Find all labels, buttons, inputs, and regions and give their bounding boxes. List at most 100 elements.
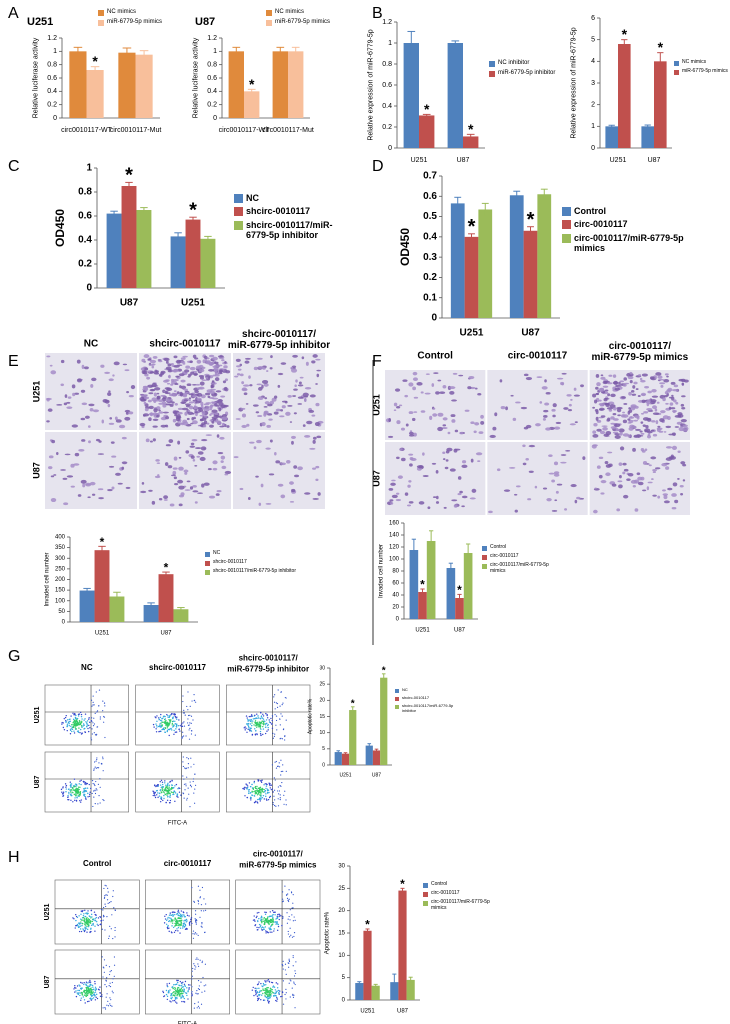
event bbox=[268, 1002, 270, 1004]
event bbox=[245, 715, 248, 717]
flow-plot bbox=[145, 879, 230, 945]
event bbox=[246, 786, 249, 789]
event bbox=[84, 797, 87, 799]
event bbox=[197, 1001, 199, 1003]
event bbox=[163, 922, 166, 924]
event bbox=[277, 913, 279, 916]
cell bbox=[607, 451, 613, 454]
cell bbox=[211, 397, 219, 400]
legend-label: NC mimics bbox=[682, 59, 707, 65]
cell bbox=[651, 389, 657, 393]
event bbox=[88, 915, 90, 917]
cell bbox=[315, 358, 321, 361]
event bbox=[271, 719, 273, 722]
event bbox=[174, 720, 176, 722]
event bbox=[76, 992, 78, 994]
event bbox=[109, 925, 111, 927]
cell bbox=[280, 462, 286, 466]
event bbox=[246, 796, 249, 799]
event bbox=[256, 794, 259, 796]
cell bbox=[632, 447, 636, 452]
cell bbox=[510, 394, 514, 397]
cell bbox=[671, 445, 678, 450]
event bbox=[89, 931, 91, 933]
cell bbox=[451, 399, 457, 402]
bar bbox=[390, 982, 399, 1000]
cell bbox=[670, 381, 676, 385]
cell bbox=[273, 411, 279, 415]
event bbox=[169, 796, 171, 798]
legend-swatch bbox=[482, 555, 487, 560]
cell bbox=[224, 361, 227, 364]
cell bbox=[121, 436, 127, 440]
cell bbox=[399, 448, 403, 451]
event bbox=[82, 723, 85, 725]
cell bbox=[408, 411, 414, 415]
event bbox=[95, 760, 97, 762]
cell bbox=[184, 411, 188, 416]
event bbox=[159, 789, 161, 792]
event bbox=[278, 991, 280, 994]
event bbox=[161, 787, 164, 789]
event bbox=[280, 770, 282, 773]
cell bbox=[211, 382, 216, 385]
event bbox=[110, 901, 112, 903]
event bbox=[172, 793, 174, 796]
event bbox=[86, 720, 89, 722]
x-tick-label: circ0010117-WT bbox=[219, 127, 271, 134]
cell bbox=[640, 432, 645, 435]
event bbox=[195, 920, 197, 923]
event bbox=[245, 783, 247, 785]
event bbox=[185, 785, 187, 787]
x-tick-label: U87 bbox=[160, 631, 172, 637]
event bbox=[245, 723, 248, 725]
cell bbox=[551, 509, 558, 512]
cell bbox=[402, 379, 408, 382]
event bbox=[173, 931, 176, 934]
bar bbox=[185, 219, 201, 288]
event bbox=[96, 726, 99, 728]
event bbox=[191, 978, 193, 980]
significance: * bbox=[527, 209, 535, 231]
bar bbox=[463, 553, 473, 619]
cell bbox=[49, 364, 53, 367]
event bbox=[68, 791, 70, 794]
cell bbox=[209, 424, 214, 428]
bar bbox=[372, 750, 381, 765]
event bbox=[279, 799, 281, 801]
event bbox=[260, 797, 262, 800]
cell bbox=[85, 483, 91, 486]
event bbox=[184, 980, 187, 983]
event bbox=[78, 713, 81, 715]
event bbox=[182, 775, 184, 777]
bar bbox=[136, 210, 152, 288]
legend-label: miR-6779-5p mimics bbox=[107, 19, 163, 25]
event bbox=[273, 986, 276, 988]
cell bbox=[201, 483, 205, 488]
x-tick-label: circ0010117-Mut bbox=[262, 127, 314, 134]
event bbox=[270, 928, 272, 931]
cell bbox=[144, 373, 149, 377]
event bbox=[260, 917, 262, 919]
event bbox=[182, 925, 184, 928]
event bbox=[250, 730, 253, 732]
event bbox=[200, 1003, 203, 1005]
event bbox=[171, 724, 173, 726]
y-tick-label: 1.2 bbox=[207, 35, 217, 42]
cell bbox=[647, 417, 652, 422]
cell bbox=[553, 473, 560, 477]
event bbox=[96, 997, 99, 1000]
cell bbox=[100, 364, 105, 368]
event bbox=[281, 924, 283, 927]
legend: Control circ-0010117 circ-0010117/miR-6779… bbox=[423, 881, 503, 915]
event bbox=[293, 994, 295, 996]
event bbox=[90, 913, 93, 916]
event bbox=[162, 799, 164, 802]
x-tick-label: U251 bbox=[181, 298, 205, 309]
event bbox=[84, 718, 86, 720]
event bbox=[180, 921, 182, 923]
event bbox=[86, 1000, 89, 1003]
event bbox=[84, 793, 86, 796]
event bbox=[155, 728, 157, 730]
event bbox=[170, 998, 173, 1000]
